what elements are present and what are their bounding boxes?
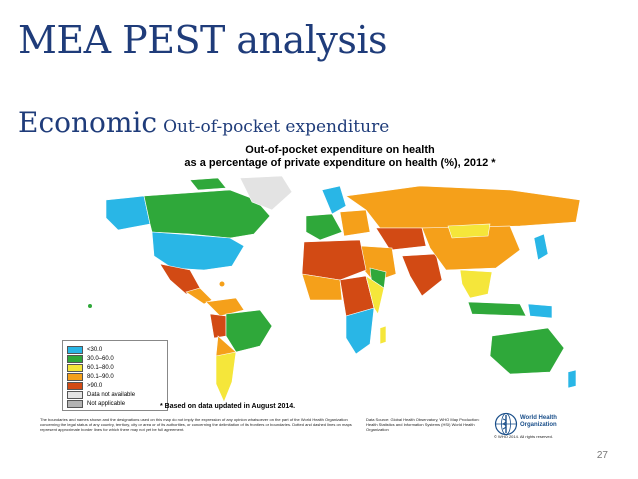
who-name: World Health Organization xyxy=(520,415,557,428)
page-number: 27 xyxy=(596,450,608,461)
legend-label: 60.1–80.0 xyxy=(87,364,114,371)
legend-swatch xyxy=(67,372,83,381)
map-region-alaska xyxy=(105,195,151,231)
map-region-central-america xyxy=(185,287,213,305)
legend-item: Not applicable xyxy=(67,399,163,408)
map-region-peru xyxy=(209,313,227,339)
legend-label: <30.0 xyxy=(87,346,103,353)
legend-label: 80.1–90.0 xyxy=(87,373,114,380)
map-region-canada-islands xyxy=(189,177,227,191)
copyright: © WHO 2014. All rights reserved. xyxy=(494,434,553,439)
map-footnote: * Based on data updated in August 2014. xyxy=(160,403,296,410)
legend-swatch xyxy=(67,363,83,372)
legend-swatch xyxy=(67,381,83,390)
legend-label: >90.0 xyxy=(87,382,103,389)
map-region-south-asia xyxy=(401,253,443,297)
map-region-papua xyxy=(527,303,553,319)
map-region-japan xyxy=(533,233,549,261)
map-region-mongolia xyxy=(447,223,491,239)
map-legend: <30.0 30.0–60.0 60.1–80.0 80.1–90.0 >90.… xyxy=(62,340,168,411)
map-region-china xyxy=(421,225,521,271)
map-region-australia xyxy=(489,327,565,375)
map-title-line1: Out-of-pocket expenditure on health xyxy=(245,144,435,156)
legend-label: Not applicable xyxy=(87,400,126,407)
world-map-svg xyxy=(88,175,581,403)
world-map xyxy=(40,175,600,416)
who-logo-icon xyxy=(494,412,518,436)
data-source: Data Source: Global Health Observatory, … xyxy=(366,417,480,432)
map-region-colombia-venezuela xyxy=(205,297,245,317)
legend-swatch xyxy=(67,345,83,354)
map-region-southeast-asia xyxy=(459,269,493,299)
slide-title: MEA PEST analysis xyxy=(18,18,388,62)
map-region-usa xyxy=(151,231,245,271)
map-region-new-zealand xyxy=(567,369,577,389)
map-region-central-asia xyxy=(375,227,427,251)
subtitle-detail: Out-of-pocket expenditure xyxy=(163,117,390,137)
map-region-east-africa xyxy=(365,275,385,315)
map-region-greenland xyxy=(239,175,293,211)
map-disclaimer: The boundaries and names shown and the d… xyxy=(40,417,352,432)
map-region-southern-africa xyxy=(345,307,375,355)
map-region-indonesia xyxy=(467,301,527,317)
legend-item: <30.0 xyxy=(67,345,163,354)
subtitle-economic: Economic xyxy=(18,106,158,139)
legend-label: 30.0–60.0 xyxy=(87,355,114,362)
map-region-chile-argentina xyxy=(215,351,237,403)
map-title: Out-of-pocket expenditure on health as a… xyxy=(130,144,550,170)
who-branding: World Health Organization xyxy=(494,412,594,440)
legend-swatch xyxy=(67,399,83,408)
map-region-russia xyxy=(345,185,581,229)
slide-subtitle: Economic Out-of-pocket expenditure xyxy=(18,106,389,139)
legend-item: 30.0–60.0 xyxy=(67,354,163,363)
map-title-line2: as a percentage of private expenditure o… xyxy=(184,157,496,169)
legend-item: 80.1–90.0 xyxy=(67,372,163,381)
legend-item: Data not available xyxy=(67,390,163,399)
map-region-pacific-islands xyxy=(88,304,92,308)
legend-swatch xyxy=(67,390,83,399)
map-region-eastern-europe xyxy=(339,209,371,237)
map-region-western-europe xyxy=(305,213,343,241)
legend-label: Data not available xyxy=(87,391,136,398)
map-region-brazil xyxy=(225,309,273,353)
legend-item: >90.0 xyxy=(67,381,163,390)
map-region-north-africa xyxy=(301,239,367,281)
map-region-canada xyxy=(143,189,271,239)
map-region-scandinavia xyxy=(321,185,347,215)
map-region-caribbean xyxy=(219,281,225,287)
map-region-madagascar xyxy=(379,325,387,345)
map-region-west-africa xyxy=(301,273,343,301)
legend-item: 60.1–80.0 xyxy=(67,363,163,372)
legend-swatch xyxy=(67,354,83,363)
